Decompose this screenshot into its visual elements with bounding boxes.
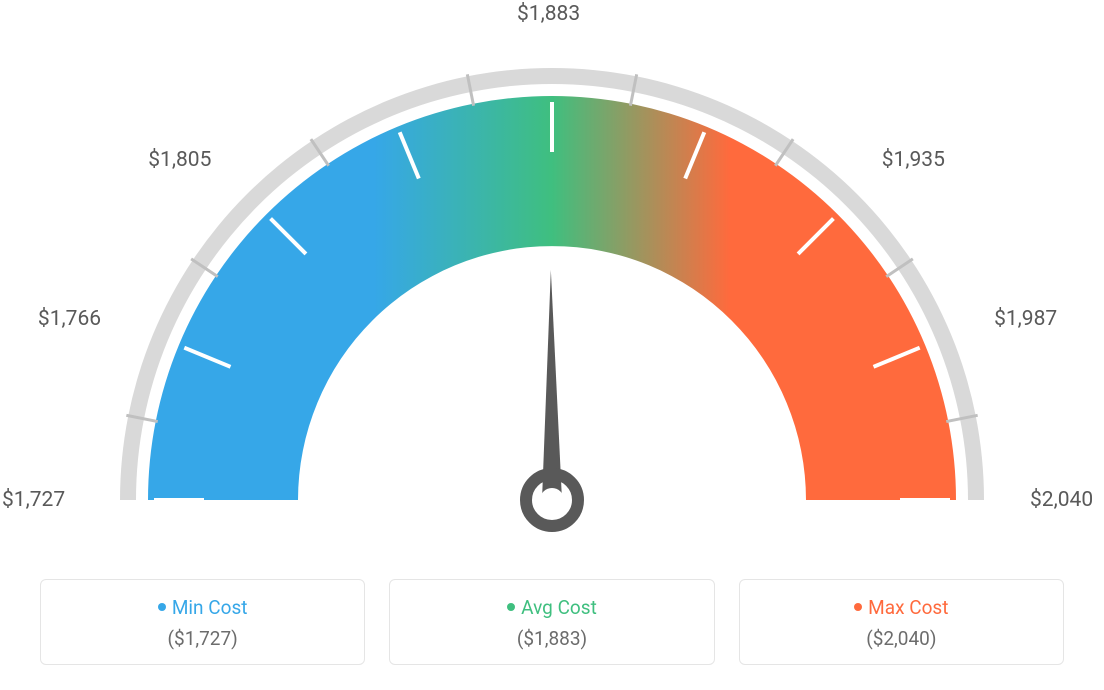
legend-avg-card: Avg Cost ($1,883) bbox=[389, 579, 714, 665]
gauge-tick-label: $1,766 bbox=[38, 307, 101, 331]
legend-max-title: Max Cost bbox=[750, 596, 1053, 619]
legend-avg-label: Avg Cost bbox=[521, 596, 597, 619]
gauge-tick-label: $1,935 bbox=[882, 148, 945, 172]
gauge-tick-label: $1,987 bbox=[994, 307, 1057, 331]
gauge-tick-label: $2,040 bbox=[1030, 488, 1093, 512]
legend-min-title: Min Cost bbox=[51, 596, 354, 619]
legend-min-card: Min Cost ($1,727) bbox=[40, 579, 365, 665]
legend-avg-value: ($1,883) bbox=[400, 627, 703, 650]
gauge-tick-label: $1,727 bbox=[2, 488, 65, 512]
dot-icon bbox=[854, 603, 862, 611]
legend: Min Cost ($1,727) Avg Cost ($1,883) Max … bbox=[40, 579, 1064, 665]
legend-max-label: Max Cost bbox=[868, 596, 948, 619]
legend-min-label: Min Cost bbox=[172, 596, 248, 619]
gauge-tick-label: $1,883 bbox=[517, 2, 580, 26]
gauge-chart: $1,727 $1,766 $1,805 $1,883 $1,935 $1,987 $2,0… bbox=[0, 0, 1104, 560]
gauge-tick-label: $1,805 bbox=[148, 148, 211, 172]
legend-min-value: ($1,727) bbox=[51, 627, 354, 650]
legend-avg-title: Avg Cost bbox=[400, 596, 703, 619]
legend-max-card: Max Cost ($2,040) bbox=[739, 579, 1064, 665]
dot-icon bbox=[507, 603, 515, 611]
dot-icon bbox=[158, 603, 166, 611]
gauge-svg bbox=[0, 0, 1104, 560]
legend-max-value: ($2,040) bbox=[750, 627, 1053, 650]
